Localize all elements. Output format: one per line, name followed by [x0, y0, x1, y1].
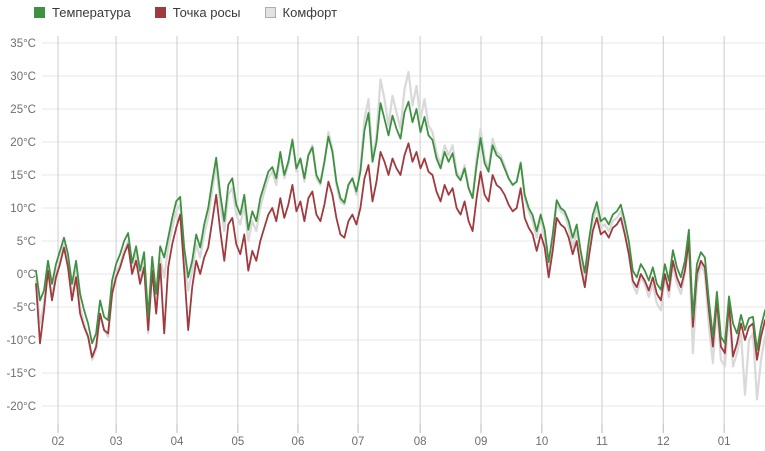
- y-tick-label: 20°C: [10, 137, 36, 149]
- x-tick-label: 05: [231, 436, 244, 448]
- legend-swatch-temperature-icon: [34, 7, 45, 18]
- legend-swatch-dew-point-icon: [154, 7, 166, 18]
- y-tick-label: 15°C: [10, 170, 36, 182]
- legend-item-dew-point[interactable]: Точка росы: [154, 5, 241, 20]
- x-tick-label: 02: [52, 436, 65, 448]
- legend-label-comfort: Комфорт: [282, 5, 338, 20]
- legend-item-comfort[interactable]: Комфорт: [264, 5, 338, 20]
- series-line-dew-point: [35, 142, 765, 361]
- y-tick-label: 10°C: [10, 203, 36, 215]
- legend-label-dew-point: Точка росы: [172, 5, 241, 20]
- x-tick-label: 09: [475, 436, 488, 448]
- x-tick-label: 11: [596, 436, 608, 448]
- legend-swatch-comfort-icon: [264, 7, 276, 18]
- y-tick-label: -15°C: [6, 368, 36, 380]
- x-tick-label: 08: [414, 436, 427, 448]
- y-tick-label: 5°C: [17, 236, 36, 248]
- series-line-comfort: [34, 70, 765, 401]
- legend-label-temperature: Температура: [52, 5, 131, 20]
- x-tick-label: 07: [352, 436, 365, 448]
- x-tick-label: 10: [535, 436, 548, 448]
- chart-legend: Температура Точка росы Комфорт: [34, 6, 337, 19]
- x-tick-label: 03: [110, 436, 123, 448]
- y-tick-label: 25°C: [10, 104, 36, 116]
- legend-item-temperature[interactable]: Температура: [34, 6, 131, 19]
- x-tick-label: 12: [657, 436, 670, 448]
- series-line-temperature: [35, 100, 765, 351]
- y-tick-label: 30°C: [10, 71, 36, 83]
- y-tick-label: -20°C: [6, 401, 36, 413]
- x-tick-label: 06: [292, 436, 305, 448]
- y-tick-label: -10°C: [6, 335, 36, 347]
- y-tick-label: 35°C: [10, 38, 36, 50]
- x-tick-label: 01: [718, 436, 731, 448]
- y-tick-label: -5°C: [13, 302, 36, 314]
- x-tick-label: 04: [171, 436, 184, 448]
- y-tick-label: 0°C: [17, 269, 36, 281]
